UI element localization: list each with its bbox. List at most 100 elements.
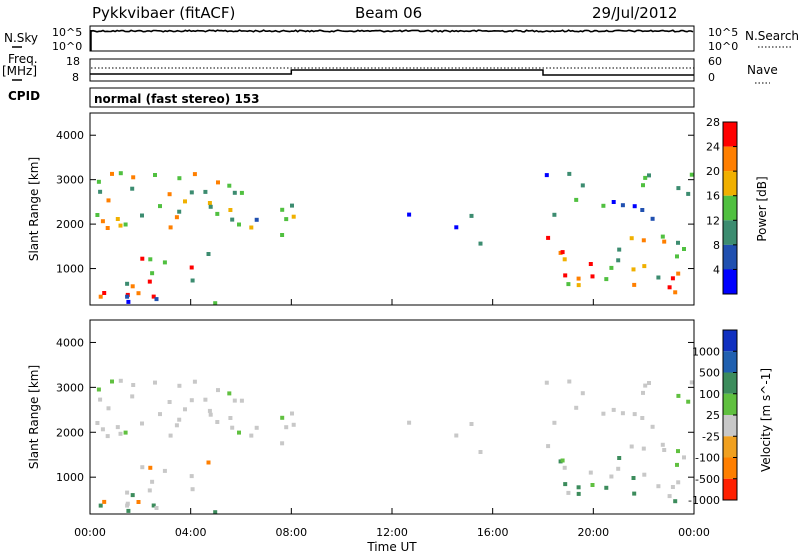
heatmap-cell	[183, 407, 187, 412]
heatmap-cell	[686, 191, 691, 196]
heatmap-cell	[140, 213, 144, 218]
heatmap-cell	[98, 503, 103, 508]
heatmap-cell	[650, 216, 655, 221]
heatmap-cell	[227, 183, 232, 188]
heatmap-cell	[647, 173, 651, 178]
heatmap-cell	[162, 468, 167, 473]
heatmap-cell	[676, 186, 681, 191]
heatmap-cell	[232, 190, 237, 195]
colorbar-tick-label: 12	[706, 214, 720, 227]
heatmap-cell	[130, 284, 135, 289]
velocity-panel-frame	[89, 319, 695, 515]
freq-panel	[89, 58, 695, 82]
colorbar-tick-label: 4	[713, 263, 720, 276]
heatmap-cell	[576, 276, 581, 281]
heatmap-cell	[682, 455, 686, 460]
colorbar-tick-label: 25	[706, 409, 720, 422]
date-title: 29/Jul/2012	[592, 4, 677, 22]
heatmap-cell	[620, 203, 625, 208]
heatmap-cell	[560, 458, 565, 463]
heatmap-cell	[151, 294, 156, 299]
heatmap-cell	[232, 398, 237, 403]
colorbar-tick-label: 100	[699, 388, 720, 401]
heatmap-cell	[230, 217, 235, 222]
heatmap-cell	[118, 378, 123, 383]
heatmap-cell	[110, 171, 114, 176]
heatmap-cell	[676, 240, 680, 245]
heatmap-cell	[95, 421, 100, 425]
velocity-colorbar: 1000 500 100 25 -25 -100 -500 -1000	[688, 329, 738, 507]
heatmap-cell	[190, 487, 195, 492]
heatmap-cell	[580, 183, 585, 188]
colorbar-swatch	[723, 269, 737, 294]
heatmap-cell	[641, 183, 645, 188]
heatmap-cell	[609, 265, 614, 270]
heatmap-cell	[576, 491, 581, 496]
heatmap-cell	[136, 291, 141, 296]
freq-label: Freq.	[8, 52, 38, 66]
heatmap-cell	[126, 299, 131, 304]
heatmap-cell	[206, 460, 211, 465]
heatmap-cell	[168, 225, 173, 230]
heatmap-cell	[125, 281, 130, 286]
heatmap-cell	[96, 387, 101, 392]
heatmap-cell	[174, 215, 179, 220]
heatmap-cell	[643, 175, 648, 180]
freq-tick-top: 18	[66, 55, 80, 68]
colorbar-swatch	[723, 171, 737, 196]
heatmap-cell	[177, 209, 182, 214]
heatmap-cell	[249, 225, 254, 230]
heatmap-cell	[478, 241, 483, 246]
colorbar-swatch	[723, 195, 737, 221]
heatmap-cell	[203, 189, 208, 194]
heatmap-cell	[254, 217, 259, 222]
heatmap-cell	[147, 488, 152, 493]
heatmap-cell	[230, 425, 235, 430]
heatmap-cell	[675, 462, 679, 467]
colorbar-swatch	[723, 244, 737, 270]
heatmap-cell	[151, 503, 156, 508]
heatmap-cell	[206, 252, 211, 256]
y-tick-label: 3000	[56, 381, 84, 394]
heatmap-cell	[566, 490, 571, 495]
colorbar-tick-label: 24	[706, 141, 720, 154]
x-tick-label: 20:00	[577, 526, 609, 539]
heatmap-cell	[552, 212, 557, 217]
heatmap-cell	[115, 217, 120, 221]
heatmap-cell	[673, 499, 678, 504]
y-tick-label: 2000	[56, 218, 84, 231]
heatmap-cell	[686, 399, 691, 404]
nsky-tick-bottom: 10^0	[52, 40, 82, 53]
heatmap-cell	[616, 258, 621, 263]
y-tick-label: 3000	[56, 174, 84, 187]
heatmap-cell	[237, 222, 241, 227]
heatmap-cell	[676, 393, 681, 398]
heatmap-cell	[130, 394, 135, 399]
heatmap-cell	[106, 406, 111, 411]
heatmap-cell	[640, 208, 645, 212]
colorbar-tick-label: -100	[695, 452, 720, 465]
heatmap-cell	[611, 407, 616, 412]
x-tick-label: 16:00	[477, 526, 509, 539]
heatmap-cell	[167, 400, 172, 404]
freq-series-line	[90, 69, 694, 76]
heatmap-cell	[544, 380, 549, 385]
heatmap-cell	[407, 212, 412, 217]
heatmap-cell	[189, 265, 194, 270]
heatmap-cell	[140, 465, 145, 470]
heatmap-cell	[574, 405, 579, 410]
colorbar-swatch	[723, 457, 737, 479]
heatmap-cell	[190, 278, 195, 283]
colorbar-tick-label: 8	[713, 239, 720, 252]
heatmap-cell	[642, 264, 647, 269]
station-title: Pykkvibaer (fitACF)	[92, 4, 235, 22]
beam-title: Beam 06	[355, 4, 422, 22]
colorbar-swatch	[723, 220, 737, 245]
heatmap-cell	[454, 225, 459, 230]
heatmap-cell	[118, 223, 123, 228]
heatmap-cell	[118, 171, 123, 176]
heatmap-cell	[216, 388, 220, 393]
x-tick-label: 12:00	[376, 526, 408, 539]
heatmap-cell	[291, 214, 296, 219]
